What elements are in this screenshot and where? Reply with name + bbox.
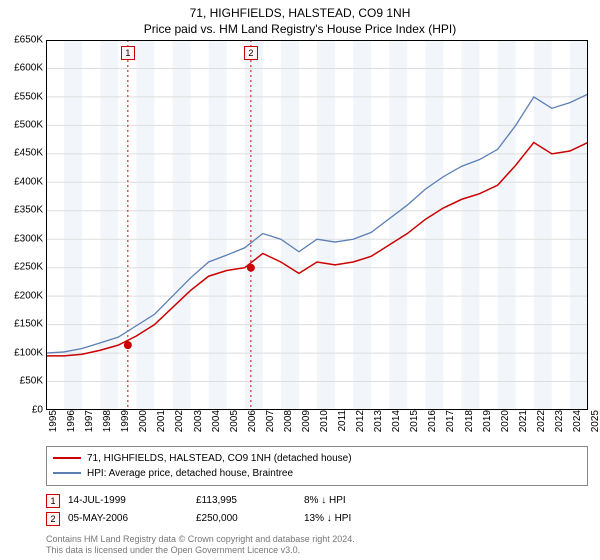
sale-price: £113,995 bbox=[196, 495, 296, 506]
y-tick-label: £200K bbox=[14, 290, 46, 301]
sale-row-marker: 1 bbox=[46, 494, 60, 508]
sale-marker-box: 2 bbox=[244, 46, 258, 60]
x-tick-label: 2004 bbox=[209, 410, 222, 432]
x-tick-label: 2025 bbox=[588, 410, 600, 432]
x-tick-label: 2002 bbox=[172, 410, 185, 432]
chart-area: £0£50K£100K£150K£200K£250K£300K£350K£400… bbox=[46, 40, 588, 410]
legend: 71, HIGHFIELDS, HALSTEAD, CO9 1NH (detac… bbox=[46, 446, 588, 486]
x-tick-label: 2018 bbox=[462, 410, 475, 432]
sale-row: 1 14-JUL-1999 £113,995 8% ↓ HPI bbox=[46, 492, 588, 510]
y-tick-label: £500K bbox=[14, 119, 46, 130]
x-tick-label: 1997 bbox=[82, 410, 95, 432]
sale-diff: 8% ↓ HPI bbox=[304, 495, 404, 506]
chart-title: 71, HIGHFIELDS, HALSTEAD, CO9 1NH bbox=[0, 0, 600, 22]
x-tick-label: 1998 bbox=[100, 410, 113, 432]
legend-label: 71, HIGHFIELDS, HALSTEAD, CO9 1NH (detac… bbox=[87, 451, 352, 466]
y-tick-label: £250K bbox=[14, 262, 46, 273]
y-tick-label: £100K bbox=[14, 347, 46, 358]
y-tick-label: £600K bbox=[14, 63, 46, 74]
x-tick-label: 2010 bbox=[317, 410, 330, 432]
legend-swatch bbox=[53, 457, 81, 459]
x-tick-label: 2011 bbox=[335, 410, 348, 432]
sales-table: 1 14-JUL-1999 £113,995 8% ↓ HPI 2 05-MAY-2006… bbox=[46, 492, 588, 528]
legend-swatch bbox=[53, 472, 81, 474]
x-tick-label: 2008 bbox=[281, 410, 294, 432]
x-tick-label: 2012 bbox=[353, 410, 366, 432]
sale-row: 2 05-MAY-2006 £250,000 13% ↓ HPI bbox=[46, 510, 588, 528]
y-tick-label: £550K bbox=[14, 91, 46, 102]
x-tick-label: 2021 bbox=[516, 410, 529, 432]
y-tick-label: £450K bbox=[14, 148, 46, 159]
x-tick-label: 2005 bbox=[227, 410, 240, 432]
x-tick-label: 1999 bbox=[118, 410, 131, 432]
x-tick-label: 2007 bbox=[263, 410, 276, 432]
footnote-line-2: This data is licensed under the Open Gov… bbox=[46, 545, 588, 557]
x-tick-label: 2006 bbox=[245, 410, 258, 432]
legend-label: HPI: Average price, detached house, Brai… bbox=[87, 466, 293, 481]
y-tick-label: £150K bbox=[14, 319, 46, 330]
sale-date: 05-MAY-2006 bbox=[68, 513, 188, 524]
x-tick-label: 2013 bbox=[371, 410, 384, 432]
sale-marker-box: 1 bbox=[121, 46, 135, 60]
x-tick-label: 1996 bbox=[64, 410, 77, 432]
x-tick-label: 2017 bbox=[443, 410, 456, 432]
y-tick-label: £350K bbox=[14, 205, 46, 216]
x-tick-label: 2023 bbox=[552, 410, 565, 432]
x-tick-label: 2001 bbox=[154, 410, 167, 432]
footnote: Contains HM Land Registry data © Crown c… bbox=[46, 534, 588, 557]
legend-row: HPI: Average price, detached house, Brai… bbox=[53, 466, 581, 481]
legend-row: 71, HIGHFIELDS, HALSTEAD, CO9 1NH (detac… bbox=[53, 451, 581, 466]
y-tick-label: £650K bbox=[14, 34, 46, 45]
x-tick-label: 2020 bbox=[498, 410, 511, 432]
sale-diff: 13% ↓ HPI bbox=[304, 513, 404, 524]
y-tick-label: £50K bbox=[20, 376, 46, 387]
x-tick-label: 2014 bbox=[389, 410, 402, 432]
y-tick-label: £300K bbox=[14, 233, 46, 244]
x-tick-label: 2003 bbox=[191, 410, 204, 432]
x-tick-label: 2016 bbox=[425, 410, 438, 432]
y-tick-label: £0 bbox=[32, 404, 46, 415]
x-tick-label: 2019 bbox=[480, 410, 493, 432]
y-tick-label: £400K bbox=[14, 176, 46, 187]
sale-price: £250,000 bbox=[196, 513, 296, 524]
x-tick-label: 2000 bbox=[136, 410, 149, 432]
footnote-line-1: Contains HM Land Registry data © Crown c… bbox=[46, 534, 588, 546]
x-tick-label: 2015 bbox=[407, 410, 420, 432]
chart-subtitle: Price paid vs. HM Land Registry's House … bbox=[0, 22, 600, 40]
x-tick-label: 2024 bbox=[570, 410, 583, 432]
line-chart-svg bbox=[46, 40, 588, 410]
x-tick-label: 1995 bbox=[46, 410, 59, 432]
sale-row-marker: 2 bbox=[46, 512, 60, 526]
x-tick-label: 2022 bbox=[534, 410, 547, 432]
sale-date: 14-JUL-1999 bbox=[68, 495, 188, 506]
x-tick-label: 2009 bbox=[299, 410, 312, 432]
